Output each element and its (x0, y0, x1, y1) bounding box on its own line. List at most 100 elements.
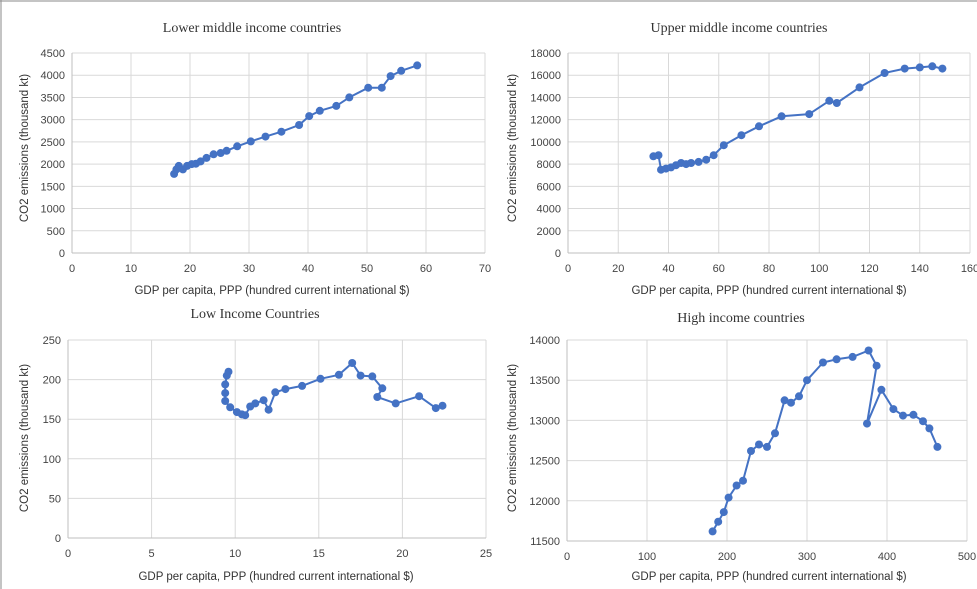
data-point (763, 442, 771, 451)
data-point (378, 384, 387, 393)
x-tick-label: 0 (65, 548, 71, 560)
data-point (855, 83, 864, 92)
data-point (938, 64, 947, 73)
y-tick-label: 14000 (530, 92, 561, 104)
data-point (348, 359, 357, 367)
data-point (391, 399, 400, 408)
y-tick-label: 3500 (41, 92, 65, 104)
y-tick-label: 12000 (529, 496, 560, 508)
data-point (334, 370, 343, 379)
data-point (222, 146, 231, 155)
x-tick-label: 30 (243, 263, 255, 275)
y-tick-label: 4000 (41, 70, 65, 82)
data-point (332, 101, 341, 110)
x-tick-label: 200 (718, 551, 736, 563)
data-point (805, 110, 814, 119)
chart-title: High income countries (677, 311, 805, 326)
series-line (224, 362, 443, 417)
data-point (747, 447, 755, 455)
data-point (221, 380, 230, 389)
y-tick-label: 12500 (529, 456, 560, 468)
y-tick-label: 6000 (537, 181, 561, 193)
y-tick-label: 0 (59, 248, 65, 260)
x-tick-label: 5 (149, 548, 155, 560)
x-tick-label: 20 (396, 548, 408, 560)
data-point (277, 127, 286, 136)
y-tick-label: 500 (47, 226, 65, 238)
data-point (368, 372, 377, 381)
data-point (226, 403, 235, 412)
x-tick-label: 50 (361, 263, 373, 275)
x-tick-label: 0 (564, 551, 570, 563)
x-tick-label: 140 (911, 263, 929, 275)
chart-title: Lower middle income countries (163, 21, 341, 36)
data-point (832, 99, 841, 107)
data-point (233, 142, 242, 151)
x-tick-label: 0 (69, 263, 75, 275)
chart-title: Low Income Countries (190, 307, 319, 322)
data-point (803, 376, 811, 385)
y-axis-label: CO2 emissions (thousand kt) (507, 74, 519, 222)
data-point (415, 392, 424, 401)
x-tick-label: 20 (612, 263, 624, 275)
y-tick-label: 2500 (41, 137, 65, 149)
y-tick-label: 0 (555, 248, 561, 260)
chart-upper-middle-income: 0 2000 4000 6000 8000 10000 12000 14000 16000 180… (507, 21, 977, 297)
data-point (295, 121, 304, 129)
data-point (880, 69, 889, 77)
series-line (653, 65, 943, 171)
y-tick-label: 3000 (41, 115, 65, 127)
x-tick-label: 100 (638, 551, 656, 563)
data-point (209, 150, 218, 159)
x-tick-label: 25 (480, 548, 492, 560)
data-point (246, 137, 255, 146)
y-tick-label: 250 (43, 335, 61, 347)
chart-title: Upper middle income countries (651, 21, 828, 36)
data-point (356, 371, 365, 380)
data-point (771, 429, 779, 438)
y-tick-label: 50 (49, 493, 61, 505)
data-point (933, 442, 942, 451)
x-axis-label: GDP per capita, PPP (hundred current int… (631, 285, 906, 297)
data-point (795, 392, 803, 401)
data-point (373, 393, 382, 401)
data-point (819, 358, 827, 367)
data-point (305, 112, 314, 121)
x-tick-label: 60 (713, 263, 725, 275)
data-point (787, 398, 795, 407)
data-point (719, 141, 728, 150)
y-tick-label: 10000 (530, 137, 561, 149)
data-point (755, 440, 763, 449)
x-tick-label: 100 (810, 263, 828, 275)
y-tick-label: 0 (55, 533, 61, 545)
data-point (687, 159, 696, 167)
y-tick-label: 1000 (41, 204, 65, 216)
y-tick-label: 4000 (537, 204, 561, 216)
x-tick-label: 20 (184, 263, 196, 275)
data-point (364, 83, 373, 92)
x-tick-label: 400 (878, 551, 896, 563)
x-tick-label: 15 (313, 548, 325, 560)
data-point (780, 396, 789, 405)
y-tick-label: 4500 (41, 48, 65, 60)
data-point (915, 63, 924, 72)
data-point (719, 508, 728, 517)
data-point (724, 493, 733, 502)
y-axis-label: CO2 emissions (thousand kt) (19, 364, 31, 512)
data-point (377, 83, 386, 92)
y-tick-label: 11500 (530, 536, 560, 548)
data-point (298, 381, 307, 390)
data-point (241, 411, 250, 420)
data-point (889, 405, 898, 414)
data-point (864, 346, 873, 355)
data-point (739, 476, 747, 485)
data-point (872, 361, 881, 370)
data-point (438, 401, 447, 410)
data-point (222, 371, 231, 380)
data-point (221, 397, 230, 405)
data-point (777, 112, 786, 121)
x-tick-label: 70 (479, 263, 491, 275)
data-point (702, 155, 711, 164)
y-tick-label: 200 (43, 375, 61, 387)
